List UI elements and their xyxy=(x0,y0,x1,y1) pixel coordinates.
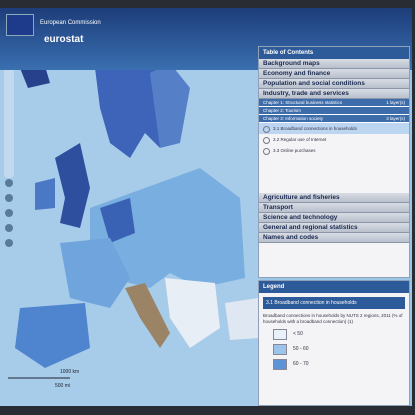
toc-layer[interactable]: 3.2 Regular use of Internet xyxy=(259,134,409,145)
legend-panel: Legend 3.1 Broadband connection in house… xyxy=(258,280,410,406)
scale-km: 1000 km xyxy=(60,369,79,375)
toc-section[interactable]: Economy and finance xyxy=(259,69,409,79)
map: 1000 km 500 mi xyxy=(0,48,260,406)
tool-button[interactable] xyxy=(5,194,13,202)
finland xyxy=(150,63,190,148)
legend-title: Legend xyxy=(259,281,409,293)
legend-class-label: 50 - 60 xyxy=(293,346,309,353)
chapter-label: Chapter 3: Information society xyxy=(263,116,324,121)
chapter-label: Chapter 2: Tourism xyxy=(263,108,301,113)
uk xyxy=(55,143,90,228)
france xyxy=(60,238,130,308)
toc-chapter[interactable]: Chapter 2: Tourism xyxy=(259,107,409,115)
screen: 1000 km 500 mi European Commission euros… xyxy=(0,8,412,406)
toc-title: Table of Contents xyxy=(259,47,409,59)
chapter-label: Chapter 1: Structural business statistic… xyxy=(263,100,343,105)
toc-section[interactable]: Agriculture and fisheries xyxy=(259,193,409,203)
iceland xyxy=(20,66,50,88)
legend-class-label: 60 - 70 xyxy=(293,361,309,368)
toc-section[interactable]: General and regional statistics xyxy=(259,223,409,233)
ireland xyxy=(35,178,55,210)
tool-button[interactable] xyxy=(5,209,13,217)
chapter-count: 1 layer(s) xyxy=(386,100,405,105)
legend-layer: 3.1 Broadband connection in households xyxy=(263,297,405,309)
chapter-count: 3 layer(s) xyxy=(386,116,405,121)
legend-class: 60 - 70 xyxy=(273,358,395,370)
turkey xyxy=(225,298,258,340)
toc-chapter[interactable]: Chapter 3: Information society 3 layer(s) xyxy=(259,115,409,123)
toc-section[interactable]: Names and codes xyxy=(259,233,409,243)
toc-chapter[interactable]: Chapter 1: Structural business statistic… xyxy=(259,99,409,107)
benelux xyxy=(100,198,135,243)
legend-class: < 50 xyxy=(273,328,395,340)
legend-class: 50 - 60 xyxy=(273,343,395,355)
tool-button[interactable] xyxy=(5,179,13,187)
toc-layer[interactable]: 3.3 Online purchases xyxy=(259,145,409,156)
tool-button[interactable] xyxy=(5,224,13,232)
toc-section[interactable]: Population and social conditions xyxy=(259,79,409,89)
toc-section[interactable]: Science and technology xyxy=(259,213,409,223)
brand: eurostat xyxy=(44,34,84,45)
toc-section[interactable]: Transport xyxy=(259,203,409,213)
legend-swatch xyxy=(273,343,287,355)
legend-swatch xyxy=(273,328,287,340)
central-europe xyxy=(90,168,245,288)
balkans xyxy=(165,278,220,348)
logo xyxy=(6,14,34,36)
italy xyxy=(125,283,170,348)
toc-panel: Table of Contents Background maps Economy… xyxy=(258,46,410,278)
legend-swatch xyxy=(273,358,287,370)
scale-mi: 500 mi xyxy=(55,383,70,389)
legend-class-label: < 50 xyxy=(293,331,303,338)
toc-section[interactable]: Background maps xyxy=(259,59,409,69)
tool-button[interactable] xyxy=(5,239,13,247)
zoom-slider[interactable] xyxy=(4,68,14,178)
legend-description: Broadband connections in households by N… xyxy=(263,313,403,324)
org: European Commission xyxy=(40,20,101,26)
toc-layer[interactable]: 3.1 Broadband connections in households xyxy=(259,123,409,134)
iberia xyxy=(15,303,90,368)
toc-section[interactable]: Industry, trade and services xyxy=(259,89,409,99)
